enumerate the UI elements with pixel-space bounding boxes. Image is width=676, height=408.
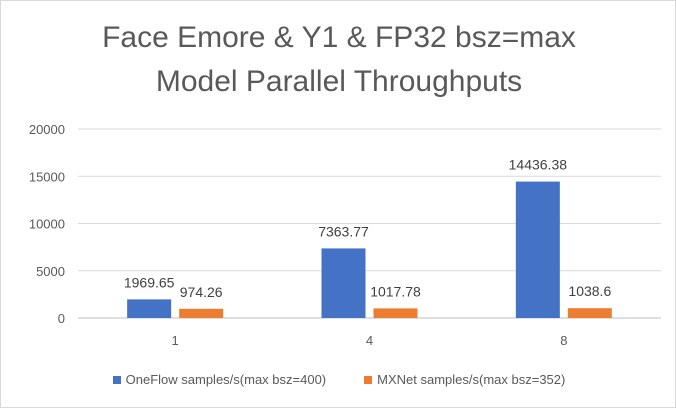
chart-legend: OneFlow samples/s(max bsz=400) MXNet sam… bbox=[1, 372, 676, 387]
legend-item-oneflow: OneFlow samples/s(max bsz=400) bbox=[112, 372, 327, 387]
data-label-series-0-cat-4: 7363.77 bbox=[318, 223, 369, 239]
data-label-series-1-cat-8: 1038.6 bbox=[568, 283, 611, 299]
x-tick-label-1: 1 bbox=[172, 333, 179, 348]
data-label-series-1-cat-1: 974.26 bbox=[180, 284, 223, 300]
legend-swatch-oneflow bbox=[112, 375, 121, 384]
chart-title-line-1: Face Emore & Y1 & FP32 bsz=max bbox=[102, 21, 576, 54]
y-tick-label-15000: 15000 bbox=[29, 169, 65, 184]
legend-item-mxnet: MXNet samples/s(max bsz=352) bbox=[364, 372, 565, 387]
data-label-series-1-cat-4: 1017.78 bbox=[370, 283, 421, 299]
y-tick-label-0: 0 bbox=[58, 311, 65, 326]
bar-series-1-cat-8 bbox=[567, 308, 612, 318]
x-tick-label-4: 4 bbox=[366, 333, 373, 348]
bar-series-1-cat-4 bbox=[373, 308, 418, 318]
bar-series-0-cat-4 bbox=[321, 248, 366, 318]
legend-label-oneflow: OneFlow samples/s(max bsz=400) bbox=[125, 372, 327, 387]
legend-label-mxnet: MXNet samples/s(max bsz=352) bbox=[377, 372, 566, 387]
y-tick-label-5000: 5000 bbox=[36, 264, 65, 279]
y-tick-label-20000: 20000 bbox=[29, 122, 65, 137]
bar-series-0-cat-1 bbox=[127, 299, 172, 318]
chart-title-line-2: Model Parallel Throughputs bbox=[155, 65, 523, 98]
data-label-series-0-cat-1: 1969.65 bbox=[124, 274, 175, 290]
bar-series-1-cat-1 bbox=[179, 308, 224, 318]
legend-swatch-mxnet bbox=[364, 375, 373, 384]
bar-series-0-cat-8 bbox=[515, 181, 560, 318]
x-tick-label-8: 8 bbox=[560, 333, 567, 348]
y-tick-label-10000: 10000 bbox=[29, 217, 65, 232]
data-label-series-0-cat-8: 14436.38 bbox=[509, 157, 568, 173]
